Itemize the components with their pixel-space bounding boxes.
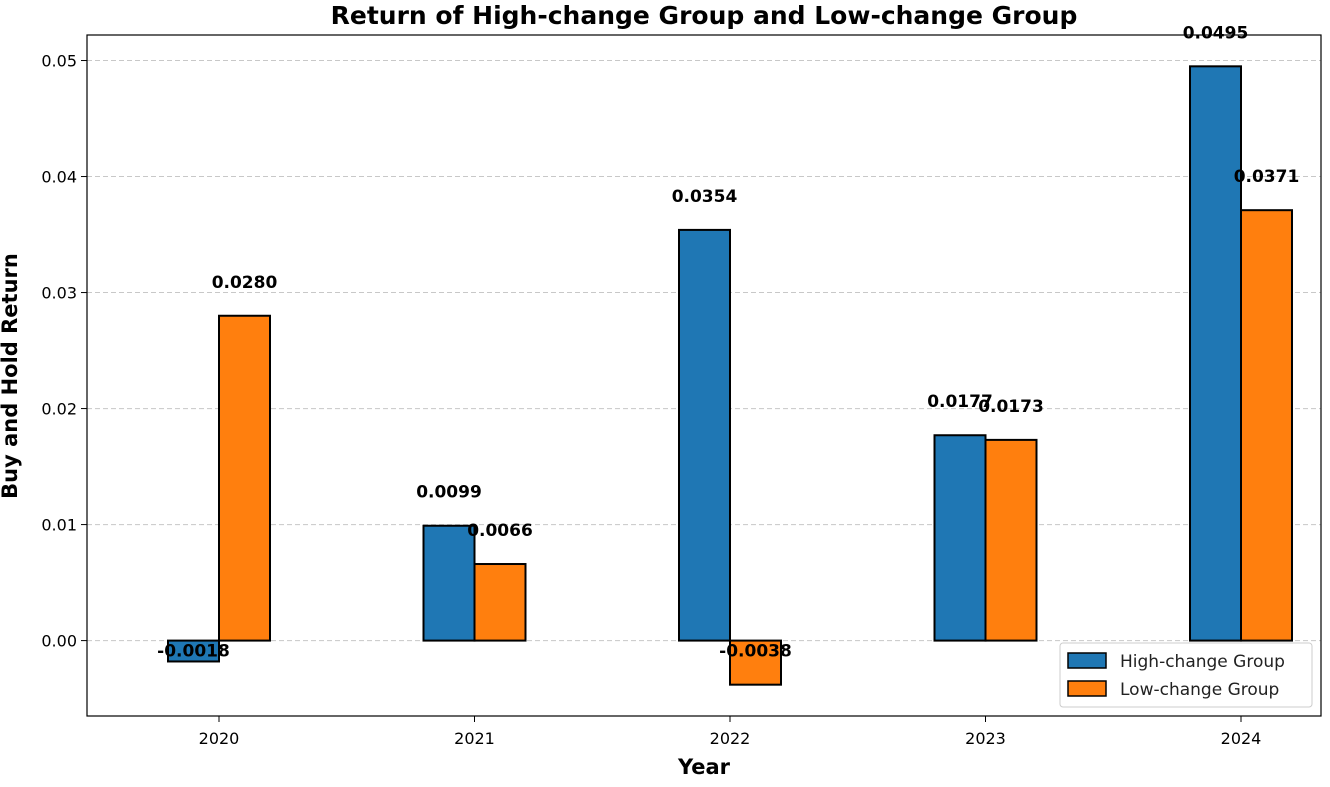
data-label: 0.0280: [212, 273, 278, 293]
legend-swatch: [1067, 680, 1107, 697]
data-label: -0.0018: [157, 642, 230, 662]
data-labels: -0.0018 0.0280 0.0099 0.0066 0.0354 -0.0038 0.…: [157, 23, 1299, 661]
x-tick-label: 2020: [199, 729, 240, 748]
legend-label: High-change Group: [1120, 652, 1285, 672]
x-tick-label: 2021: [454, 729, 495, 748]
legend-box: [1059, 642, 1313, 708]
y-tick-label: 0.01: [41, 516, 77, 535]
x-tick-label: 2024: [1221, 729, 1262, 748]
bar-high-2022: [678, 228, 731, 642]
data-label: 0.0173: [978, 397, 1044, 417]
bars: [167, 65, 1293, 686]
legend-label: Low-change Group: [1120, 680, 1279, 700]
legend-swatch: [1067, 652, 1107, 669]
bar-low-2020: [218, 314, 271, 642]
bar-high-2021: [422, 524, 476, 642]
y-tick-label: 0.04: [41, 168, 77, 187]
bar-low-2023: [984, 438, 1038, 642]
data-label: 0.0066: [467, 521, 533, 541]
data-label: 0.0177: [927, 392, 993, 412]
bar-high-2023: [933, 434, 987, 642]
bar-low-2021: [473, 563, 527, 642]
plot-frame: [86, 34, 1322, 717]
data-label: 0.0371: [1234, 167, 1300, 187]
data-label: 0.0099: [416, 483, 482, 503]
bar-high-2024: [1189, 65, 1242, 642]
bar-low-2022: [729, 639, 782, 686]
y-tick-label: 0.03: [41, 284, 77, 303]
y-axis-label: Buy and Hold Return: [0, 253, 22, 499]
legend: High-change Group Low-change Group: [1059, 642, 1313, 708]
x-tick-label: 2023: [965, 729, 1006, 748]
data-label: -0.0038: [719, 642, 792, 662]
chart-title: Return of High-change Group and Low-chan…: [331, 1, 1078, 30]
x-axis-label: Year: [677, 755, 731, 779]
y-axis-ticks: 0.00 0.01 0.02 0.03 0.04 0.05: [41, 52, 87, 651]
bar-high-2020: [167, 639, 220, 663]
data-label: 0.0354: [672, 187, 738, 207]
x-axis-ticks: 2020 2021 2022 2023 2024: [199, 716, 1262, 748]
x-tick-label: 2022: [710, 729, 751, 748]
y-tick-label: 0.02: [41, 400, 77, 419]
data-label: 0.0495: [1183, 23, 1249, 43]
y-tick-label: 0.05: [41, 52, 77, 71]
y-tick-label: 0.00: [41, 632, 77, 651]
bar-low-2024: [1240, 209, 1293, 642]
